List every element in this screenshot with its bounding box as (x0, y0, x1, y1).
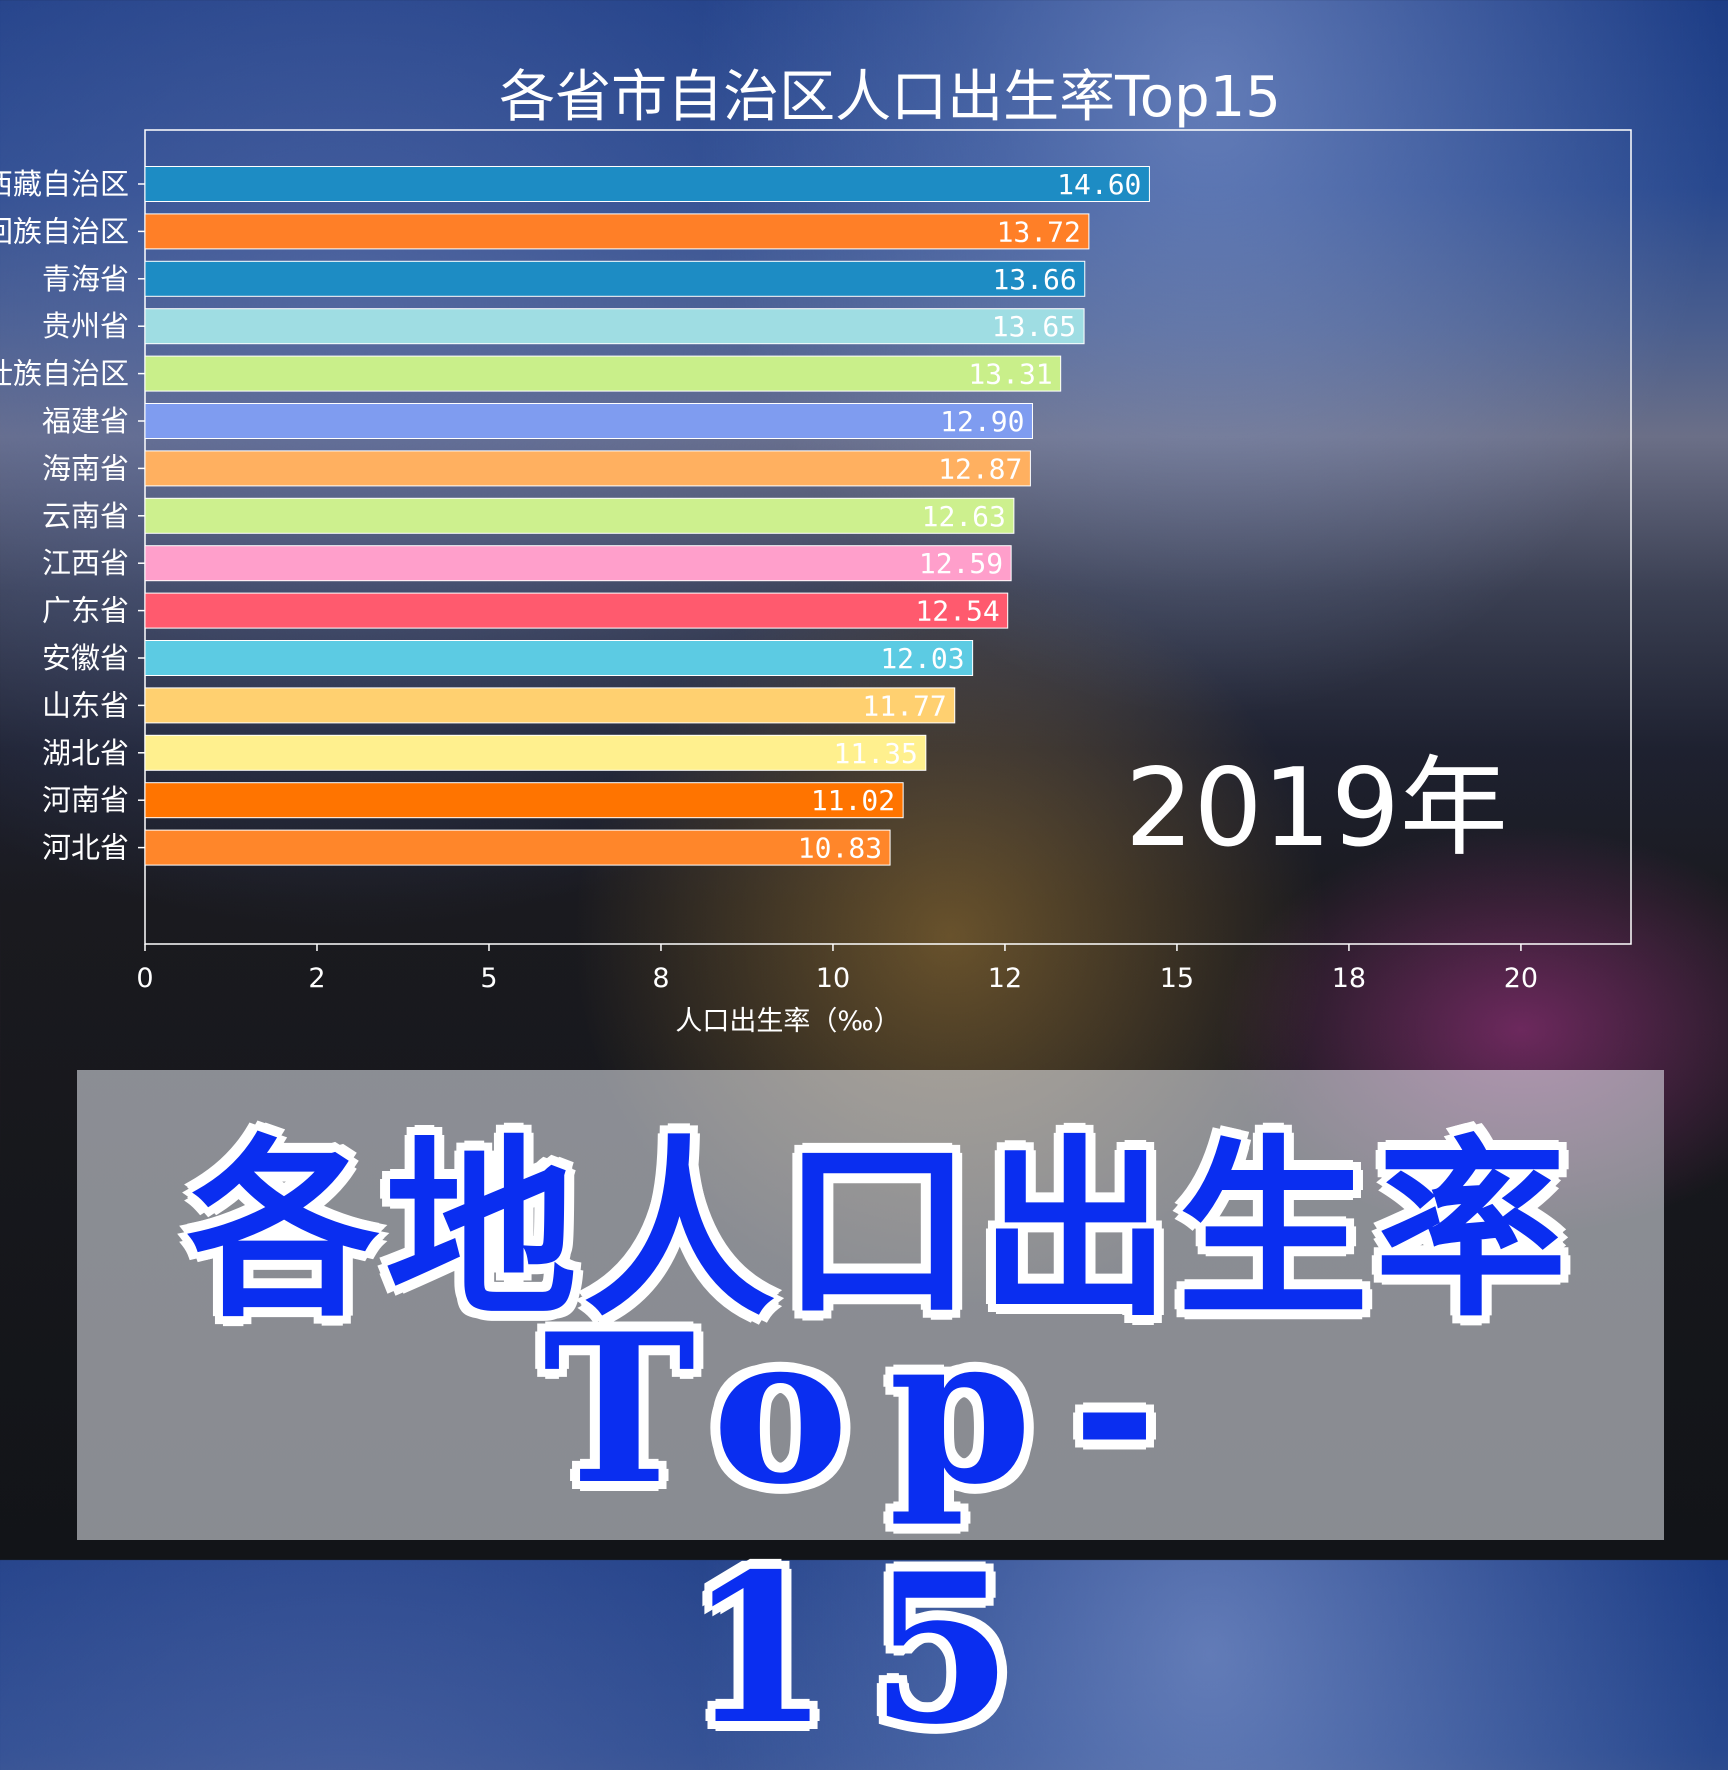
bar (144, 592, 1009, 629)
bar (144, 545, 1012, 582)
value-label: 11.02 (811, 784, 895, 817)
x-tick-label: 0 (136, 963, 153, 994)
x-tick-label: 20 (1504, 963, 1538, 994)
x-tick-label: 15 (1160, 963, 1194, 994)
bar (144, 308, 1085, 345)
bar (144, 782, 904, 819)
overlay-subtitle: Top-15 (542, 1290, 1198, 1770)
value-label: 12.63 (922, 500, 1006, 533)
bar (144, 450, 1031, 487)
plot-frame (144, 129, 1632, 945)
category-label: 福建省 (42, 404, 129, 438)
bar (144, 497, 1015, 534)
value-label: 13.31 (968, 358, 1052, 391)
value-label: 11.35 (834, 737, 918, 770)
value-label: 13.66 (992, 263, 1076, 296)
category-label: 河南省 (42, 783, 129, 817)
x-tick-label: 8 (652, 963, 669, 994)
category-label: 青海省 (42, 262, 129, 296)
value-label: 10.83 (798, 832, 882, 865)
category-label: 云南省 (42, 499, 129, 533)
value-label: 13.65 (992, 310, 1076, 343)
x-axis-label: 人口出生率（‰） (675, 1006, 900, 1037)
bar (144, 355, 1062, 392)
bar (144, 687, 956, 724)
category-label: 贵州省 (42, 309, 129, 343)
year-label: 2019年 (1125, 746, 1508, 871)
value-label: 14.60 (1057, 168, 1141, 201)
category-label: 西藏自治区 (0, 167, 129, 201)
x-tick-label: 10 (816, 963, 850, 994)
x-tick-label: 12 (988, 963, 1022, 994)
x-tick-label: 2 (308, 963, 325, 994)
category-label: 安徽省 (42, 641, 129, 675)
category-label: 海南省 (42, 451, 129, 485)
value-label: 12.59 (919, 547, 1003, 580)
bar-chart: 14.60 西藏自治区 13.72 宁夏回族自治区 13.66 青海省 13.65 贵州省 13… (0, 129, 1632, 1037)
x-tick-label: 5 (480, 963, 497, 994)
bar (144, 403, 1033, 439)
value-label: 12.87 (938, 452, 1022, 485)
value-label: 13.72 (997, 215, 1081, 248)
bar (144, 829, 891, 866)
category-label: 山东省 (42, 688, 129, 722)
chart-title: 各省市自治区人口出生率Top15 (499, 65, 1281, 130)
bar (144, 640, 974, 676)
category-label: 宁夏回族自治区 (0, 214, 129, 248)
bar (144, 166, 1150, 202)
category-label: 江西省 (42, 546, 129, 580)
value-label: 12.90 (940, 405, 1024, 438)
category-label: 河北省 (42, 831, 129, 865)
bar (144, 260, 1086, 297)
bar (144, 734, 927, 771)
category-label: 广西壮族自治区 (0, 357, 129, 391)
value-label: 12.03 (880, 642, 964, 675)
value-label: 12.54 (915, 595, 999, 628)
bar (144, 213, 1090, 250)
category-label: 广东省 (42, 594, 129, 628)
x-tick-label: 18 (1332, 963, 1366, 994)
value-label: 11.77 (862, 689, 946, 722)
category-label: 湖北省 (42, 736, 129, 770)
